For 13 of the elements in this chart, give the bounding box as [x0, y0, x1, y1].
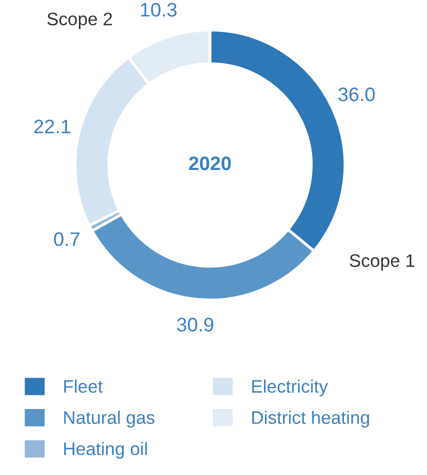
text: 2020 [189, 156, 231, 170]
data-label: 10.3 [141, 2, 177, 17]
text: Scope 1 [350, 254, 414, 271]
data-label: 30.9 [177, 318, 214, 332]
text: Scope 2 [47, 12, 112, 29]
legend-label: District heating [252, 410, 369, 428]
data-label: 0.7 [54, 232, 80, 246]
legend-label: Natural gas [64, 410, 154, 428]
legend-label: Fleet [64, 380, 103, 393]
legend-label: Electricity [252, 380, 328, 396]
legend-label: Heating oil [64, 442, 147, 459]
data-label: 22.1 [34, 120, 70, 134]
data-label: 36.0 [338, 87, 375, 102]
